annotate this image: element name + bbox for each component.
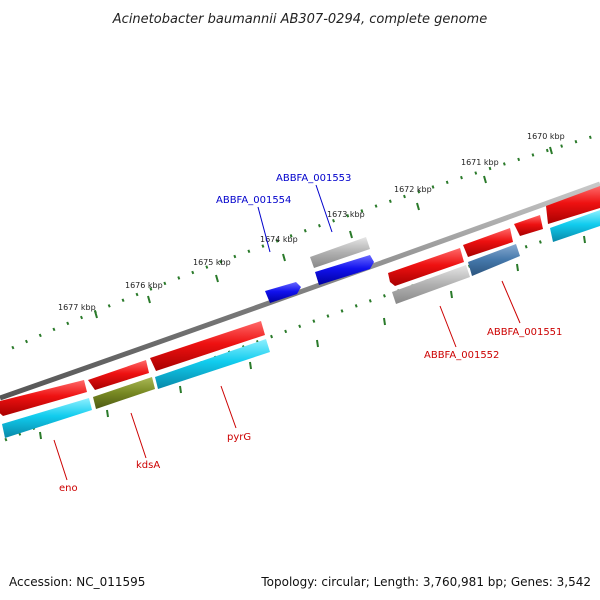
scale-label: 1676 kbp (125, 281, 163, 290)
gene-label-pyrG[interactable]: pyrG (227, 432, 251, 443)
genome-backbone (0, 181, 600, 401)
scale-label: 1672 kbp (394, 185, 432, 194)
gene-label-abbfa-001551[interactable]: ABBFA_001551 (487, 327, 562, 338)
gene-kdsA-cds[interactable] (88, 360, 155, 409)
gene-pyrG-cds[interactable] (150, 321, 270, 389)
gene-abbfa-001551[interactable] (463, 228, 520, 276)
gene-label-eno[interactable]: eno (59, 483, 78, 494)
label-leaders (53, 184, 521, 481)
scale-labels: 1677 kbp 1676 kbp 1675 kbp 1674 kbp 1673… (58, 132, 565, 312)
scale-label: 1675 kbp (193, 258, 231, 267)
gene-labels: ABBFA_001553 ABBFA_001554 ABBFA_001552 A… (59, 173, 562, 494)
scale-label: 1677 kbp (58, 303, 96, 312)
scale-ruler-upper (11, 133, 599, 350)
accession-text: Accession: NC_011595 (9, 575, 145, 589)
gene-label-abbfa-001553[interactable]: ABBFA_001553 (276, 173, 351, 184)
genome-stats-text: Topology: circular; Length: 3,760,981 bp… (260, 575, 591, 589)
gene-abbfa-001553[interactable] (310, 237, 374, 285)
scale-label: 1670 kbp (527, 132, 565, 141)
map-title: Acinetobacter baumannii AB307-0294, comp… (112, 12, 487, 27)
scale-major-ticks (94, 146, 553, 319)
gene-eno-cds[interactable] (0, 380, 92, 438)
gene-abbfa-001554[interactable] (265, 282, 301, 303)
gene-abbfa-001552[interactable] (388, 248, 470, 304)
gene-label-kdsA[interactable]: kdsA (136, 460, 160, 471)
gene-label-abbfa-001552[interactable]: ABBFA_001552 (424, 350, 499, 361)
scale-label: 1673 kbp (327, 210, 365, 219)
gene-label-abbfa-001554[interactable]: ABBFA_001554 (216, 195, 291, 206)
scale-label: 1674 kbp (260, 235, 298, 244)
gene-next-cds[interactable] (514, 186, 600, 242)
scale-minor-ticks-lower (39, 235, 586, 440)
scale-label: 1671 kbp (461, 158, 499, 167)
